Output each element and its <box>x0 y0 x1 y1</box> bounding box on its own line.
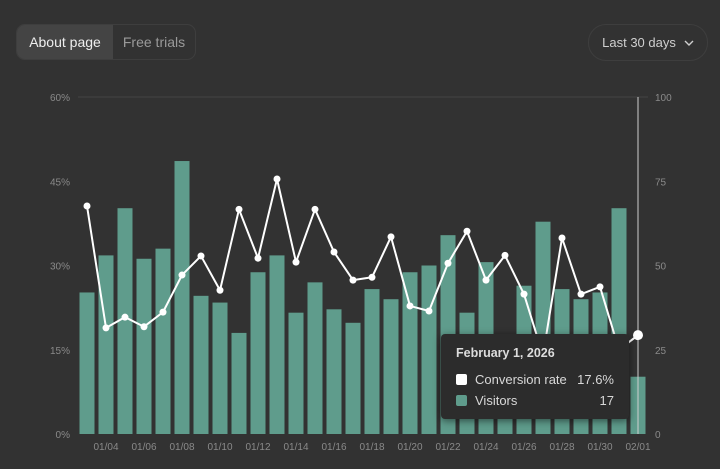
conversion-point <box>235 205 243 213</box>
right-axis-tick: 0 <box>655 430 661 441</box>
visitors-bar <box>193 295 209 434</box>
conversion-point <box>558 234 566 242</box>
x-axis-tick: 01/04 <box>93 442 118 453</box>
tab-free-trials[interactable]: Free trials <box>122 34 186 50</box>
conversion-point <box>216 286 224 294</box>
chart-tooltip: February 1, 2026 Conversion rate 17.6% V… <box>441 334 629 419</box>
x-axis-tick: 01/20 <box>397 442 422 453</box>
right-axis-tick: 25 <box>655 346 667 357</box>
conversion-point <box>577 290 585 298</box>
x-axis-tick: 02/01 <box>625 442 650 453</box>
conversion-point <box>425 307 433 315</box>
conversion-point <box>178 271 186 279</box>
x-axis-tick: 01/30 <box>587 442 612 453</box>
visitors-bar <box>364 289 380 434</box>
tooltip-row-conversion: Conversion rate 17.6% <box>456 369 614 390</box>
tooltip-value: 17.6% <box>577 372 614 387</box>
visitors-bar <box>402 272 418 434</box>
visitors-bar <box>174 161 190 434</box>
conversion-point <box>121 313 129 321</box>
conversion-point <box>463 227 471 235</box>
x-axis-tick: 01/12 <box>245 442 270 453</box>
visitors-bar <box>421 265 437 434</box>
conversion-point <box>83 202 91 210</box>
right-axis-tick: 50 <box>655 262 667 273</box>
conversion-point <box>482 276 490 284</box>
conversion-point <box>159 308 167 316</box>
conversion-point <box>330 248 338 256</box>
visitors-bar <box>383 299 399 434</box>
visitors-bar <box>307 282 323 434</box>
tooltip-label: Visitors <box>475 393 518 408</box>
chevron-down-icon <box>684 40 694 46</box>
right-axis-tick: 100 <box>655 93 672 104</box>
visitors-swatch <box>456 395 467 406</box>
visitors-bar <box>345 322 361 434</box>
visitors-bar <box>117 208 133 434</box>
x-axis-tick: 01/16 <box>321 442 346 453</box>
visitors-bar <box>79 292 95 434</box>
visitors-bar <box>288 312 304 434</box>
x-axis-tick: 01/22 <box>435 442 460 453</box>
visitors-bar <box>136 258 152 434</box>
tooltip-row-visitors: Visitors 17 <box>456 390 614 411</box>
conversion-point <box>292 258 300 266</box>
conversion-point <box>406 302 414 310</box>
left-axis-tick: 30% <box>50 262 70 273</box>
visitors-bar <box>155 248 171 434</box>
x-axis-tick: 01/14 <box>283 442 308 453</box>
left-axis-tick: 15% <box>50 346 70 357</box>
x-axis-tick: 01/08 <box>169 442 194 453</box>
tooltip-label: Conversion rate <box>475 372 567 387</box>
conversion-point <box>311 205 319 213</box>
tooltip-date: February 1, 2026 <box>456 346 555 360</box>
x-axis-tick: 01/26 <box>511 442 536 453</box>
visitors-bar <box>250 272 266 434</box>
conversion-point <box>349 276 357 284</box>
visitors-bar <box>269 255 285 434</box>
tooltip-value: 17 <box>599 393 614 408</box>
conversion-point <box>387 233 395 241</box>
x-axis-tick: 01/06 <box>131 442 156 453</box>
conversion-point <box>520 290 528 298</box>
view-toggle: About page Free trials <box>16 24 196 60</box>
conversion-point <box>140 323 148 331</box>
conversion-point <box>596 283 604 291</box>
conversion-point <box>102 324 110 332</box>
conversion-point <box>501 251 509 259</box>
left-axis-tick: 60% <box>50 93 70 104</box>
conversion-swatch <box>456 374 467 385</box>
x-axis-tick: 01/10 <box>207 442 232 453</box>
date-range-label: Last 30 days <box>602 35 676 50</box>
conversion-point <box>368 273 376 281</box>
right-axis-tick: 75 <box>655 177 667 188</box>
x-axis-tick: 01/24 <box>473 442 498 453</box>
tab-about-page[interactable]: About page <box>17 25 113 59</box>
conversion-point <box>273 175 281 183</box>
visitors-bar <box>98 255 114 434</box>
conversion-point <box>254 254 262 262</box>
conversion-point <box>633 330 643 341</box>
conversion-point <box>444 259 452 267</box>
date-range-dropdown[interactable]: Last 30 days <box>588 24 708 61</box>
conversion-point <box>197 252 205 260</box>
visitors-bar <box>212 302 228 434</box>
left-axis-tick: 45% <box>50 177 70 188</box>
visitors-bar <box>231 332 247 434</box>
x-axis-tick: 01/28 <box>549 442 574 453</box>
left-axis-tick: 0% <box>56 430 71 441</box>
x-axis-tick: 01/18 <box>359 442 384 453</box>
visitors-bar <box>326 309 342 434</box>
